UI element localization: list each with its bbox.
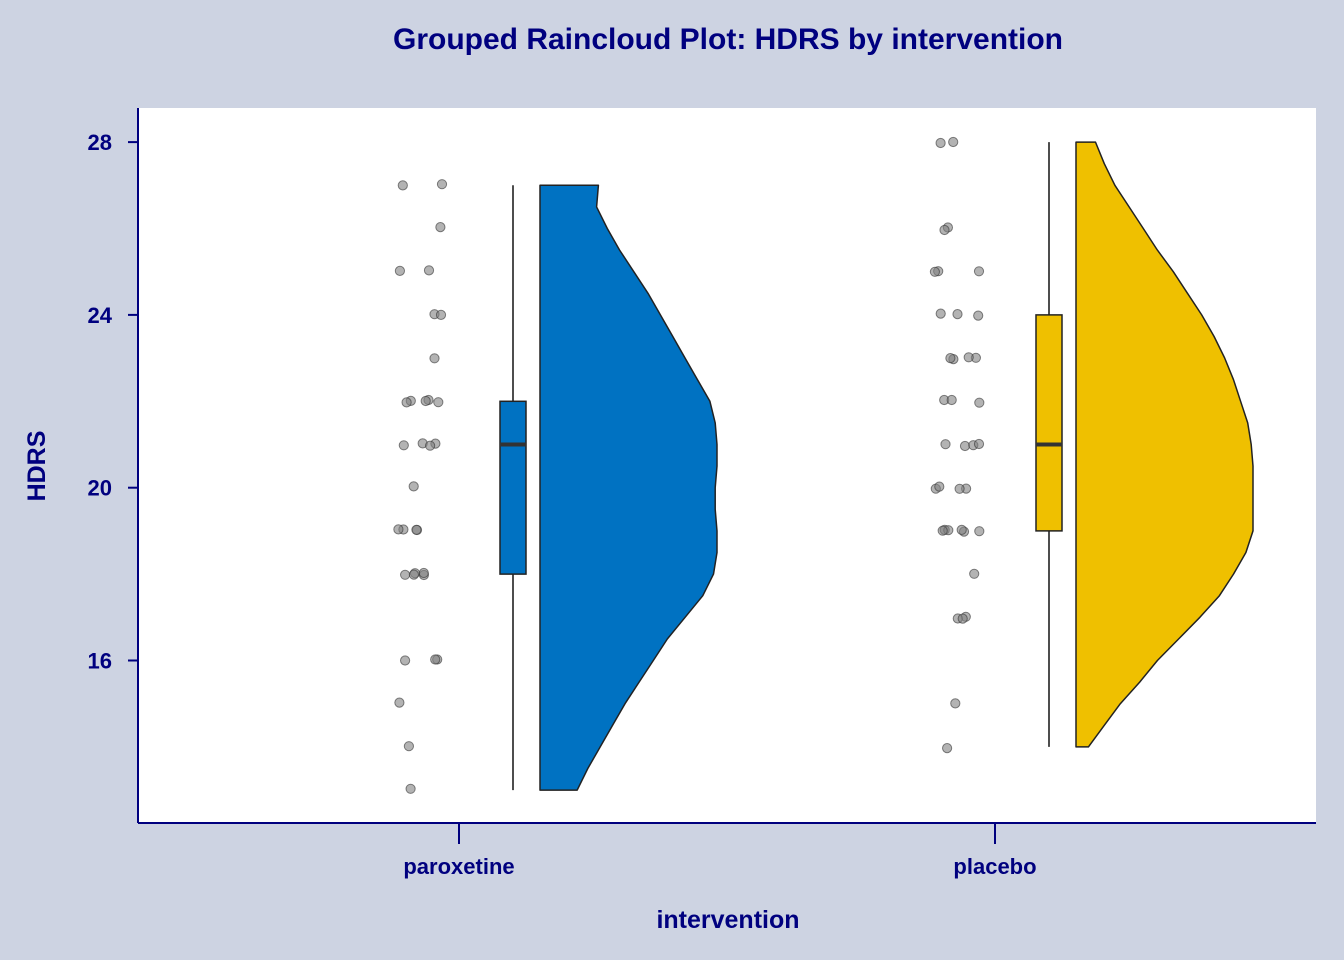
- data-point: [429, 353, 440, 364]
- data-point: [435, 222, 446, 233]
- group-placebo: [929, 136, 1254, 754]
- x-tick-label: paroxetine: [403, 854, 514, 879]
- data-point: [948, 136, 959, 148]
- density-cloud: [1075, 141, 1254, 748]
- data-point: [935, 308, 946, 319]
- x-tick-label: placebo: [953, 854, 1036, 879]
- data-point: [435, 309, 447, 320]
- data-point: [950, 698, 961, 709]
- y-tick-label: 20: [88, 476, 112, 501]
- data-point: [411, 524, 422, 535]
- data-point: [393, 524, 404, 535]
- data-point: [929, 266, 941, 277]
- data-point: [973, 438, 985, 450]
- data-point: [935, 137, 946, 149]
- y-axis-ticks: 16 20 24 28: [88, 130, 138, 674]
- data-point: [423, 265, 435, 276]
- data-point: [403, 741, 414, 752]
- y-axis-label: HDRS: [23, 431, 51, 502]
- data-point: [946, 394, 957, 406]
- y-tick-label: 16: [88, 649, 112, 674]
- data-point: [959, 440, 971, 452]
- data-point: [397, 180, 408, 191]
- data-point: [934, 481, 945, 492]
- data-point: [405, 783, 416, 794]
- data-point: [945, 353, 956, 364]
- data-point: [433, 397, 444, 408]
- box-iqr: [499, 400, 527, 575]
- data-point: [394, 697, 405, 708]
- data-point: [425, 440, 436, 451]
- data-point: [973, 266, 985, 277]
- box-iqr: [1035, 314, 1063, 532]
- chart-title: Grouped Raincloud Plot: HDRS by interven…: [393, 23, 1063, 56]
- data-point: [952, 309, 963, 320]
- data-point: [974, 397, 985, 408]
- data-point: [937, 525, 948, 536]
- data-point: [398, 440, 409, 451]
- data-point: [940, 439, 951, 450]
- data-point: [408, 481, 419, 492]
- data-point: [974, 526, 985, 537]
- y-tick-label: 28: [88, 130, 112, 155]
- data-point: [942, 743, 953, 754]
- data-point: [969, 568, 980, 579]
- data-point: [436, 179, 448, 190]
- data-point: [963, 352, 974, 363]
- data-point: [954, 483, 965, 494]
- data-point: [957, 613, 968, 624]
- group-paroxetine: [393, 179, 718, 794]
- y-tick-label: 24: [88, 303, 113, 328]
- chart-marks: [393, 136, 1254, 794]
- density-cloud: [539, 184, 718, 791]
- data-point: [400, 569, 411, 580]
- data-point: [394, 265, 405, 276]
- data-point: [430, 654, 441, 665]
- x-axis-ticks: paroxetine placebo: [403, 823, 1037, 879]
- data-point: [939, 224, 950, 236]
- data-point: [400, 655, 411, 666]
- data-point: [408, 569, 419, 580]
- data-point: [973, 310, 984, 321]
- data-point: [956, 524, 967, 536]
- data-point: [401, 397, 412, 408]
- data-point: [418, 567, 429, 579]
- data-point: [420, 395, 431, 407]
- x-axis-label: intervention: [656, 906, 799, 934]
